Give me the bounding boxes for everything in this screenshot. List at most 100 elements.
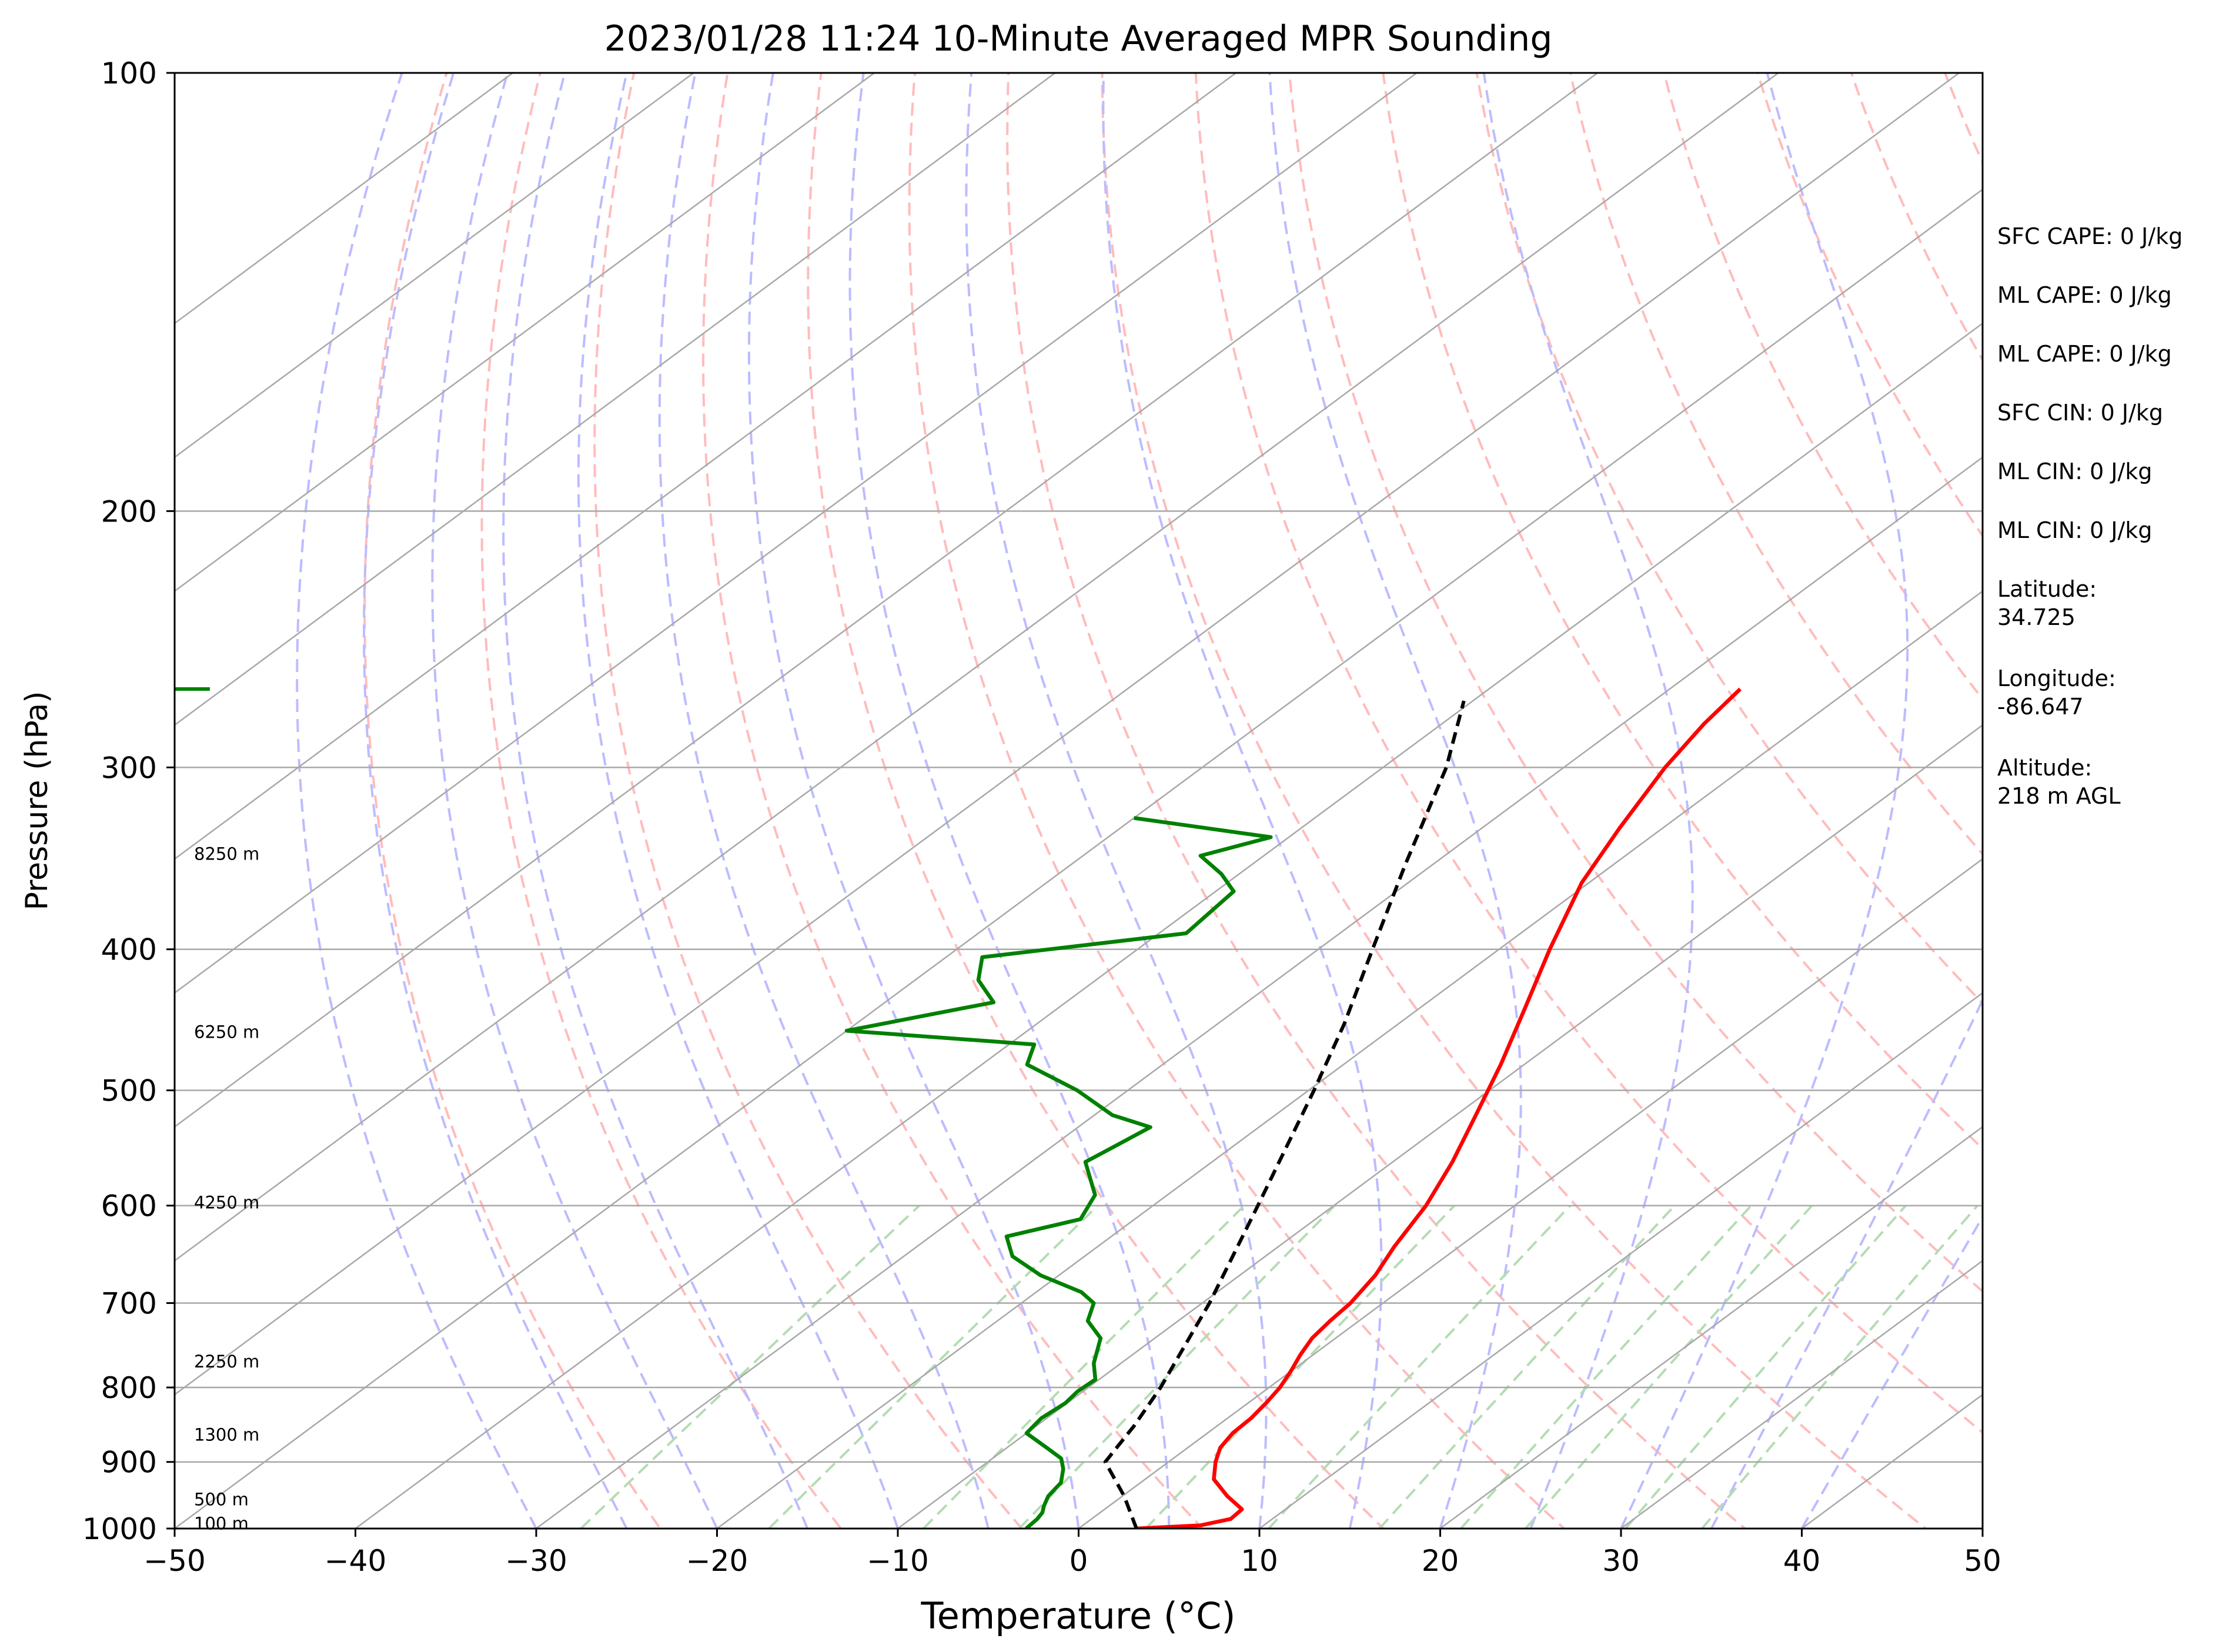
series-line xyxy=(844,816,1273,1529)
chart-axes: −50 −40 −30 −20 −10 0 10 20 30 40 50 1000 900 800 700 6… xyxy=(82,56,2001,1578)
isotherm xyxy=(1078,858,1983,1529)
sounding-stats: SFC CAPE: 0 J/kg ML CAPE: 0 J/kg ML CAPE: … xyxy=(1997,223,2182,809)
dry-adiabat xyxy=(701,73,1204,1529)
dry-adiabat xyxy=(480,73,843,1529)
dry-adiabat xyxy=(1382,73,1983,1151)
x-tick-label: 30 xyxy=(1602,1544,1640,1578)
x-tick-label: −20 xyxy=(686,1544,748,1578)
moist-adiabat xyxy=(658,73,990,1529)
mixing-ratio-line xyxy=(1378,1205,1676,1529)
height-label: 500 m xyxy=(194,1489,249,1509)
height-label: 100 m xyxy=(194,1513,249,1533)
stat-label: Longitude: xyxy=(1997,666,2116,691)
y-tick-label: 800 xyxy=(101,1371,157,1405)
isotherm xyxy=(175,73,1598,1128)
x-axis-label: Temperature (°C) xyxy=(920,1594,1235,1637)
y-tick-label: 600 xyxy=(101,1189,157,1223)
isotherm xyxy=(1439,1126,1983,1529)
dry-adiabat xyxy=(593,73,1024,1529)
height-label: 1300 m xyxy=(194,1424,259,1444)
y-tick-label: 900 xyxy=(101,1446,157,1480)
mixing-ratio-line xyxy=(1625,1205,1907,1529)
stat-line: ML CAPE: 0 J/kg xyxy=(1997,341,2172,367)
mixing-ratio-line xyxy=(1525,1205,1813,1529)
height-label: 6250 m xyxy=(194,1022,259,1042)
series-line xyxy=(1103,700,1466,1529)
stat-line: SFC CIN: 0 J/kg xyxy=(1997,400,2163,426)
mixing-ratio-line xyxy=(1145,1205,1456,1529)
dry-adiabat xyxy=(1194,73,1983,1434)
dry-adiabat xyxy=(363,73,662,1529)
isotherm xyxy=(175,188,1983,1529)
mixing-ratio-line xyxy=(923,1205,1245,1529)
y-tick-label: 100 xyxy=(101,56,157,91)
isotherm xyxy=(175,73,694,459)
isotherm xyxy=(716,590,1983,1529)
stat-line: ML CAPE: 0 J/kg xyxy=(1997,282,2172,308)
isotherm xyxy=(897,724,1983,1529)
mixing-ratio-line xyxy=(768,1205,1099,1529)
stat-line: ML CIN: 0 J/kg xyxy=(1997,459,2152,484)
x-tick-label: 20 xyxy=(1422,1544,1459,1578)
moist-adiabat xyxy=(1268,73,1522,1529)
isotherm xyxy=(1259,992,1983,1529)
x-tick-label: −50 xyxy=(143,1544,206,1578)
y-tick-label: 400 xyxy=(101,933,157,967)
stat-label: Latitude: xyxy=(1997,576,2097,602)
isotherm xyxy=(175,73,513,325)
isotherm xyxy=(175,73,1056,726)
isotherm xyxy=(175,73,1960,1396)
y-tick-label: 200 xyxy=(101,494,157,529)
dry-adiabat xyxy=(1288,73,1983,1293)
height-labels: 100 m 500 m 1300 m 2250 m 4250 m 6250 m 8250 m xyxy=(194,844,259,1534)
y-tick-label: 500 xyxy=(101,1074,157,1108)
mixing-ratio-line xyxy=(580,1205,920,1529)
height-label: 2250 m xyxy=(194,1352,259,1372)
mixing-ratio-line xyxy=(1460,1205,1752,1529)
moist-adiabat xyxy=(1620,73,1909,1529)
stat-line: ML CIN: 0 J/kg xyxy=(1997,517,2152,543)
dry-adiabat xyxy=(1569,73,1983,856)
moist-adiabat xyxy=(1102,73,1383,1529)
stat-value: 218 m AGL xyxy=(1997,783,2121,809)
moist-adiabat xyxy=(577,73,899,1529)
x-tick-label: −40 xyxy=(325,1544,387,1578)
isotherm xyxy=(175,73,1779,1262)
y-tick-label: 1000 xyxy=(82,1512,157,1546)
dry-adiabat xyxy=(1663,73,1983,701)
height-label: 8250 m xyxy=(194,844,259,864)
isotherm xyxy=(175,73,1236,860)
x-tick-label: 10 xyxy=(1241,1544,1278,1578)
moist-adiabat xyxy=(431,73,718,1529)
chart-series xyxy=(175,687,1742,1529)
isotherm xyxy=(355,322,1983,1529)
moist-adiabat xyxy=(1710,997,1983,1529)
chart-title: 2023/01/28 11:24 10-Minute Averaged MPR … xyxy=(604,18,1553,59)
isotherm xyxy=(1620,1259,1983,1529)
mixing-ratio-line xyxy=(1018,1205,1336,1529)
moist-adiabat xyxy=(747,73,1080,1529)
mixing-ratio-line xyxy=(1268,1205,1572,1529)
x-tick-label: −10 xyxy=(867,1544,929,1578)
y-tick-label: 700 xyxy=(101,1286,157,1320)
x-tick-label: 40 xyxy=(1783,1544,1821,1578)
dry-adiabat xyxy=(908,73,1566,1529)
moist-adiabat xyxy=(1482,73,1694,1529)
moist-adiabat xyxy=(848,73,1171,1529)
x-tick-label: 0 xyxy=(1069,1544,1088,1578)
stat-label: Altitude: xyxy=(1997,755,2092,781)
isotherm xyxy=(175,73,1418,994)
dry-adiabat xyxy=(1006,73,1747,1529)
y-tick-label: 300 xyxy=(101,751,157,785)
x-tick-label: −30 xyxy=(505,1544,567,1578)
stat-line: SFC CAPE: 0 J/kg xyxy=(1997,223,2182,249)
stat-value: -86.647 xyxy=(1997,694,2084,720)
dry-adiabat xyxy=(1850,73,1983,363)
isotherm xyxy=(536,456,1983,1529)
series-line xyxy=(1136,687,1742,1529)
moist-adiabat xyxy=(363,73,628,1529)
dry-adiabat xyxy=(807,73,1385,1529)
chart-grid xyxy=(175,73,1983,1529)
